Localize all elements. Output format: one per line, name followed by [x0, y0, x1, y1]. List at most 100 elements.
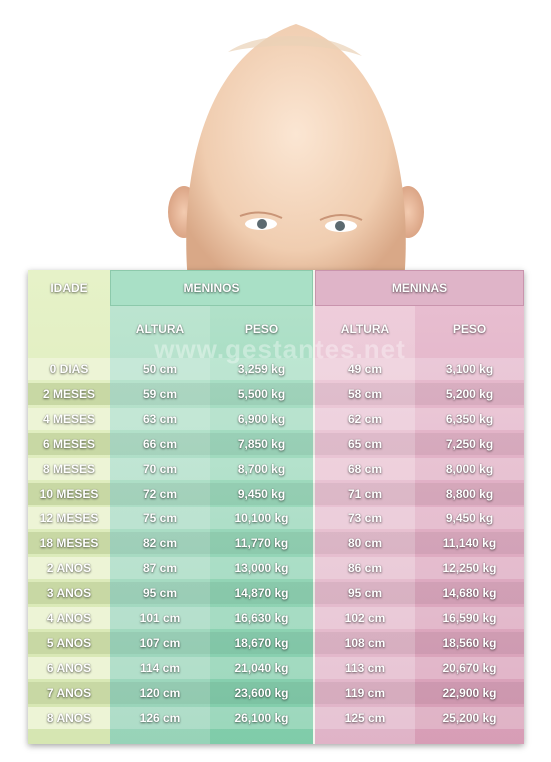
idade-row-band: [28, 383, 110, 405]
cell-meninas-peso: 6,350 kg: [445, 412, 494, 426]
cell-idade: 6 ANOS: [46, 661, 92, 675]
cell-meninas-altura: 73 cm: [347, 511, 383, 525]
subheader-meninas-peso: PESO: [452, 322, 487, 336]
cell-meninos-peso: 11,770 kg: [234, 536, 289, 550]
table-row: [28, 657, 524, 679]
cell-meninos-altura: 107 cm: [139, 636, 181, 650]
cell-meninos-peso: 5,500 kg: [237, 387, 286, 401]
header-meninas-label: MENINAS: [391, 281, 448, 295]
cell-meninos-altura: 120 cm: [139, 686, 181, 700]
cell-meninos-altura: 50 cm: [142, 362, 178, 376]
cell-idade: 12 MESES: [39, 511, 99, 525]
header-meninas: [315, 270, 524, 306]
cell-meninos-altura: 101 cm: [139, 611, 181, 625]
cell-meninos-altura: 114 cm: [139, 661, 181, 675]
cell-meninas-peso: 16,590 kg: [442, 611, 497, 625]
idade-row-band: [28, 458, 110, 480]
cell-idade: 2 MESES: [42, 387, 96, 401]
cell-meninas-peso: 20,670 kg: [442, 661, 497, 675]
cell-meninas-altura: 86 cm: [347, 561, 383, 575]
cell-meninas-peso: 11,140 kg: [442, 536, 497, 550]
cell-idade: 10 MESES: [39, 487, 99, 501]
cell-idade: 4 MESES: [42, 412, 96, 426]
growth-table: IDADE MENINOS MENINAS ALTURA PESO ALTURA…: [28, 270, 524, 744]
cell-meninos-peso: 9,450 kg: [237, 487, 286, 501]
cell-idade: 3 ANOS: [46, 586, 92, 600]
cell-meninos-peso: 14,870 kg: [234, 586, 289, 600]
cell-meninas-altura: 113 cm: [344, 661, 386, 675]
table-row: [28, 433, 524, 455]
cell-meninas-altura: 68 cm: [347, 462, 383, 476]
header-meninos: [110, 270, 313, 306]
cell-meninas-altura: 102 cm: [344, 611, 386, 625]
cell-meninas-altura: 119 cm: [344, 686, 386, 700]
cell-idade: 7 ANOS: [46, 686, 92, 700]
cell-meninos-altura: 63 cm: [142, 412, 178, 426]
idade-row-band: [28, 632, 110, 654]
table-row: [28, 408, 524, 430]
cell-meninas-peso: 7,250 kg: [445, 437, 494, 451]
table-row: [28, 507, 524, 529]
cell-meninos-altura: 126 cm: [139, 711, 181, 725]
cell-meninos-peso: 7,850 kg: [237, 437, 286, 451]
cell-meninas-peso: 5,200 kg: [445, 387, 494, 401]
subheader-meninos-peso: PESO: [244, 322, 279, 336]
cell-meninos-altura: 70 cm: [142, 462, 178, 476]
cell-meninos-peso: 6,900 kg: [237, 412, 286, 426]
column-meninas-peso: [415, 270, 524, 744]
cell-meninas-peso: 22,900 kg: [442, 686, 497, 700]
table-row: [28, 458, 524, 480]
cell-meninas-altura: 108 cm: [344, 636, 386, 650]
cell-meninos-peso: 16,630 kg: [234, 611, 289, 625]
idade-row-band: [28, 607, 110, 629]
cell-meninas-altura: 58 cm: [347, 387, 383, 401]
table-row: [28, 607, 524, 629]
idade-row-band: [28, 582, 110, 604]
cell-idade: 4 ANOS: [46, 611, 92, 625]
idade-row-band: [28, 707, 110, 729]
cell-meninos-altura: 72 cm: [142, 487, 178, 501]
table-row: [28, 383, 524, 405]
cell-meninas-peso: 12,250 kg: [442, 561, 497, 575]
cell-meninas-peso: 8,000 kg: [445, 462, 494, 476]
cell-meninas-peso: 3,100 kg: [445, 362, 494, 376]
cell-idade: 6 MESES: [42, 437, 96, 451]
cell-meninas-altura: 95 cm: [347, 586, 383, 600]
idade-row-band: [28, 483, 110, 505]
cell-meninos-peso: 26,100 kg: [234, 711, 289, 725]
idade-row-band: [28, 657, 110, 679]
table-row: [28, 557, 524, 579]
cell-meninos-altura: 95 cm: [142, 586, 178, 600]
cell-idade: 5 ANOS: [46, 636, 92, 650]
cell-meninos-altura: 75 cm: [142, 511, 178, 525]
watermark: www.gestantes.net: [154, 334, 406, 364]
cell-meninos-peso: 3,259 kg: [237, 362, 286, 376]
table-row: [28, 707, 524, 729]
table-row: [28, 632, 524, 654]
cell-meninas-altura: 65 cm: [347, 437, 383, 451]
cell-idade: 8 ANOS: [46, 711, 92, 725]
header-idade-label: IDADE: [50, 281, 88, 295]
cell-meninos-peso: 8,700 kg: [237, 462, 286, 476]
cell-meninos-peso: 23,600 kg: [234, 686, 289, 700]
header-meninos-label: MENINOS: [183, 281, 240, 295]
idade-row-band: [28, 433, 110, 455]
idade-row-band: [28, 408, 110, 430]
cell-idade: 8 MESES: [42, 462, 96, 476]
column-meninos-altura: [110, 270, 210, 744]
cell-meninas-peso: 9,450 kg: [445, 511, 494, 525]
column-meninas-altura: [315, 270, 415, 744]
table-row: [28, 582, 524, 604]
cell-meninos-peso: 21,040 kg: [234, 661, 289, 675]
cell-meninos-altura: 59 cm: [142, 387, 178, 401]
cell-idade: 18 MESES: [39, 536, 99, 550]
table-row: [28, 483, 524, 505]
column-meninos-peso: [210, 270, 313, 744]
cell-meninas-altura: 80 cm: [347, 536, 383, 550]
cell-meninas-altura: 49 cm: [347, 362, 383, 376]
cell-idade: 2 ANOS: [46, 561, 92, 575]
cell-meninas-peso: 14,680 kg: [442, 586, 497, 600]
cell-idade: 0 DIAS: [49, 362, 89, 376]
cell-meninas-altura: 62 cm: [347, 412, 383, 426]
cell-meninas-altura: 125 cm: [344, 711, 386, 725]
